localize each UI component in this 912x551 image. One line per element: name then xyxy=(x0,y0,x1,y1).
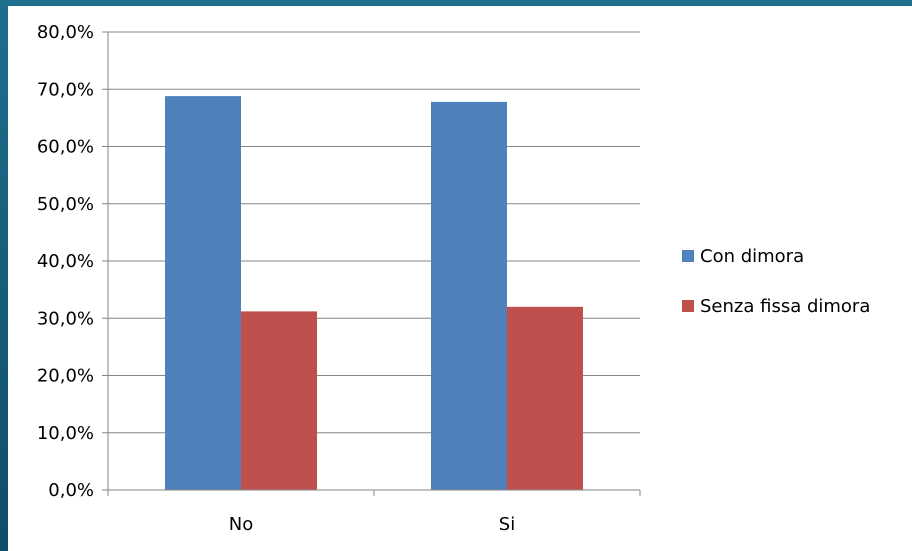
axes xyxy=(107,32,641,496)
y-tick-label: 70,0% xyxy=(37,79,94,100)
y-tick-label: 30,0% xyxy=(37,308,94,329)
y-tick-label: 0,0% xyxy=(48,480,94,501)
y-tick-label: 20,0% xyxy=(37,366,94,387)
legend-swatch xyxy=(682,300,694,312)
legend: Con dimora Senza fissa dimora xyxy=(682,246,870,317)
legend-label: Senza fissa dimora xyxy=(700,296,870,317)
y-tick-label: 50,0% xyxy=(37,194,94,215)
y-tick-label: 40,0% xyxy=(37,251,94,272)
chart-frame: 0,0% 10,0% 20,0% 30,0% 40,0% 50,0% 60,0% 70,0% 8… xyxy=(8,6,912,551)
x-category-label: Si xyxy=(499,514,515,535)
legend-label: Con dimora xyxy=(700,246,804,267)
y-axis-tick-labels: 0,0% 10,0% 20,0% 30,0% 40,0% 50,0% 60,0% 70,0% 8… xyxy=(37,22,94,501)
x-category-label: No xyxy=(229,514,253,535)
bar-no-1 xyxy=(241,311,317,490)
bar-chart: 0,0% 10,0% 20,0% 30,0% 40,0% 50,0% 60,0% 70,0% 8… xyxy=(37,22,871,535)
bar-si-1 xyxy=(507,306,583,490)
bar-si-0 xyxy=(431,101,507,490)
y-tick-label: 60,0% xyxy=(37,137,94,158)
x-axis-category-labels: No Si xyxy=(229,514,515,535)
bar-no-0 xyxy=(165,96,241,491)
y-tick-label: 10,0% xyxy=(37,423,94,444)
y-tick-label: 80,0% xyxy=(37,22,94,43)
legend-swatch xyxy=(682,250,694,262)
bars xyxy=(165,96,583,491)
